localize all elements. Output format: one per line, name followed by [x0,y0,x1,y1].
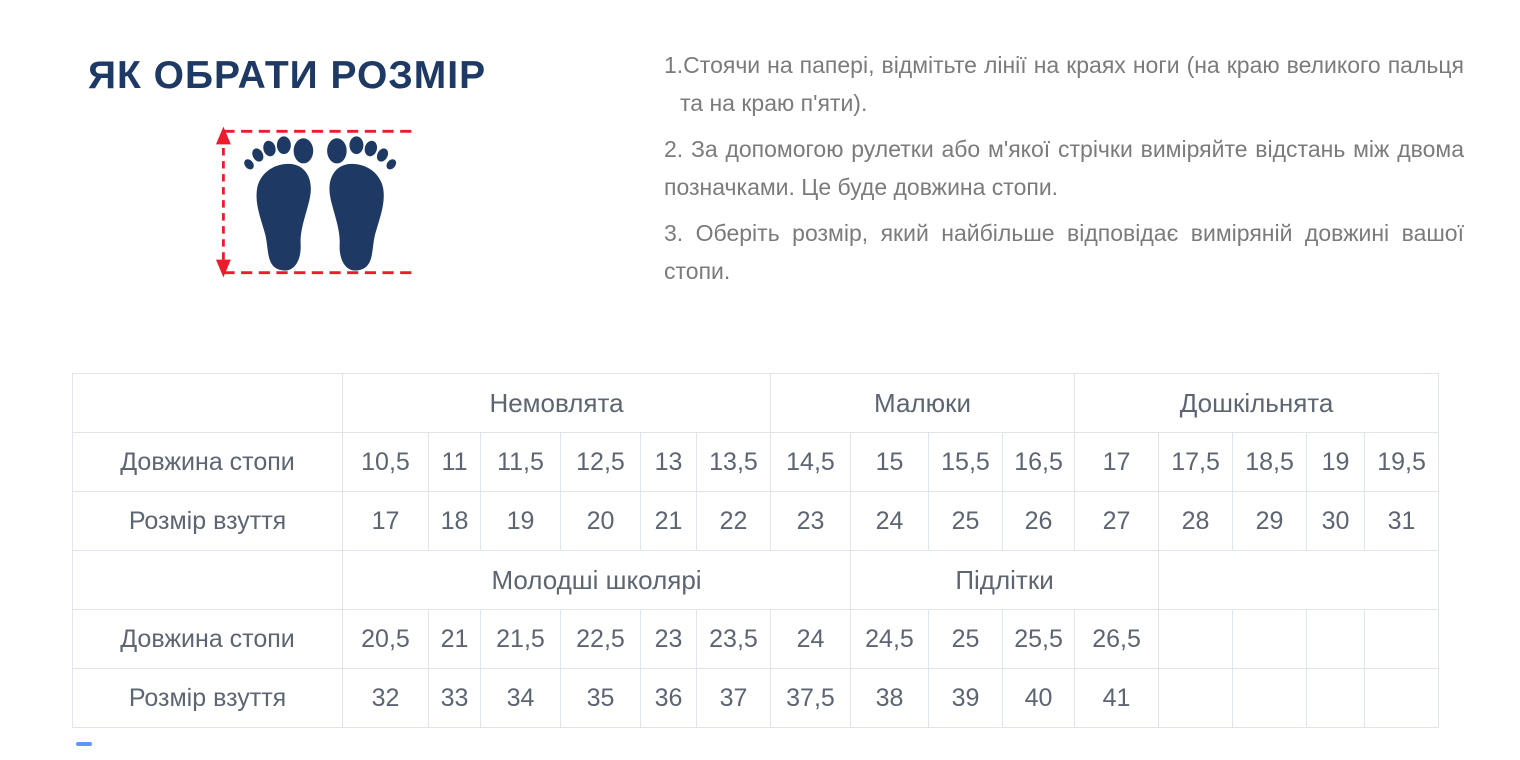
row-label: Розмір взуття [72,491,343,551]
left-footprint-icon [242,136,314,271]
size-table: Немовлята Малюки Дошкільнята Довжина стопи 1… [72,373,1440,728]
shoe-size-cell: 21 [640,491,697,551]
shoe-size-cell: 25 [928,491,1003,551]
shoe-size-cell: 39 [928,668,1003,728]
foot-length-cell: 23,5 [696,609,771,669]
foot-length-cell: 20,5 [342,609,429,669]
shoe-size-cell: 22 [696,491,771,551]
shoe-size-row-2: Розмір взуття 32 33 34 35 36 37 37,5 38 39 40 41 [72,668,1440,728]
shoe-size-cell: 19 [480,491,561,551]
row-label: Розмір взуття [72,668,343,728]
shoe-size-cell: 27 [1074,491,1160,551]
shoe-size-cell: 31 [1364,491,1440,551]
foot-length-cell [1306,609,1366,669]
shoe-size-cell: 36 [640,668,697,728]
shoe-size-row-1: Розмір взуття 17 18 19 20 21 22 23 24 25 26 27 28 29 3… [72,491,1440,551]
shoe-size-cell: 24 [850,491,929,551]
right-footprint-icon [327,136,399,271]
age-group-cell: Малюки [769,373,1076,433]
age-group-cell: Молодші школярі [342,550,851,610]
age-group-cell: Дошкільнята [1074,373,1440,433]
instruction-step-2: 2. За допомогою рулетки або м'якої стріч… [664,136,1464,200]
size-table-wrapper: Немовлята Малюки Дошкільнята Довжина стопи 1… [72,373,1440,728]
foot-length-cell: 15 [850,432,929,492]
arrow-up-icon [215,126,231,145]
shoe-size-cell [1364,668,1440,728]
measuring-instructions: 1.Стоячи на папері, відмітьте лінії на к… [664,46,1464,298]
foot-length-cell: 26,5 [1074,609,1160,669]
shoe-size-cell: 23 [770,491,851,551]
foot-length-cell: 23 [640,609,697,669]
foot-length-cell: 10,5 [342,432,429,492]
shoe-size-cell: 26 [1001,491,1076,551]
arrow-down-icon [215,259,231,278]
foot-length-cell: 18,5 [1232,432,1308,492]
foot-length-cell: 22,5 [560,609,641,669]
shoe-size-cell: 34 [480,668,561,728]
shoe-size-cell: 17 [342,491,429,551]
foot-length-cell: 24 [770,609,851,669]
shoe-size-cell [1158,668,1234,728]
foot-length-cell: 13,5 [696,432,771,492]
foot-length-cell: 13 [640,432,697,492]
foot-length-cell: 16,5 [1001,432,1076,492]
foot-length-cell: 17,5 [1158,432,1234,492]
age-group-cell: Немовлята [342,373,771,433]
age-group-cell: Підлітки [849,550,1160,610]
foot-length-cell: 12,5 [560,432,641,492]
foot-length-cell: 25,5 [1001,609,1076,669]
foot-length-cell [1158,609,1234,669]
size-table-body: Немовлята Малюки Дошкільнята Довжина стопи 1… [72,373,1440,728]
shoe-size-cell: 40 [1001,668,1076,728]
foot-length-cell: 11,5 [480,432,561,492]
foot-length-cell: 11 [428,432,481,492]
instruction-step-1: 1.Стоячи на папері, відмітьте лінії на к… [664,52,1464,116]
shoe-size-cell [1306,668,1366,728]
partial-element-dash [76,742,92,746]
page-title: ЯК ОБРАТИ РОЗМІР [88,54,487,97]
foot-length-cell: 25 [928,609,1003,669]
shoe-size-cell [1232,668,1308,728]
shoe-size-cell: 37,5 [770,668,851,728]
feet-measure-icon [215,126,417,278]
shoe-size-cell: 32 [342,668,429,728]
foot-length-cell [1364,609,1440,669]
foot-length-cell: 19 [1306,432,1366,492]
age-group-header-row-1: Немовлята Малюки Дошкільнята [72,373,1440,433]
shoe-size-cell: 41 [1074,668,1160,728]
shoe-size-cell: 37 [696,668,771,728]
row-label: Довжина стопи [72,609,343,669]
age-group-header-row-2: Молодші школярі Підлітки [72,550,1440,610]
age-group-cell [1158,550,1440,610]
foot-length-cell: 17 [1074,432,1160,492]
empty-corner-cell [72,373,343,433]
shoe-size-cell: 30 [1306,491,1366,551]
shoe-size-cell: 18 [428,491,481,551]
foot-length-cell: 15,5 [928,432,1003,492]
shoe-size-cell: 20 [560,491,641,551]
instruction-step-3: 3. Оберіть розмір, який найбільше відпов… [664,220,1464,284]
shoe-size-cell: 29 [1232,491,1308,551]
foot-length-cell: 24,5 [850,609,929,669]
foot-length-cell: 19,5 [1364,432,1440,492]
shoe-size-cell: 35 [560,668,641,728]
shoe-size-cell: 33 [428,668,481,728]
foot-length-cell [1232,609,1308,669]
shoe-size-cell: 28 [1158,491,1234,551]
foot-length-cell: 21 [428,609,481,669]
foot-length-row-2: Довжина стопи 20,5 21 21,5 22,5 23 23,5 24 24,5 2… [72,609,1440,669]
foot-length-cell: 21,5 [480,609,561,669]
shoe-size-cell: 38 [850,668,929,728]
foot-length-row-1: Довжина стопи 10,5 11 11,5 12,5 13 13,5 14,5 15 1… [72,432,1440,492]
foot-length-cell: 14,5 [770,432,851,492]
empty-corner-cell [72,550,343,610]
row-label: Довжина стопи [72,432,343,492]
